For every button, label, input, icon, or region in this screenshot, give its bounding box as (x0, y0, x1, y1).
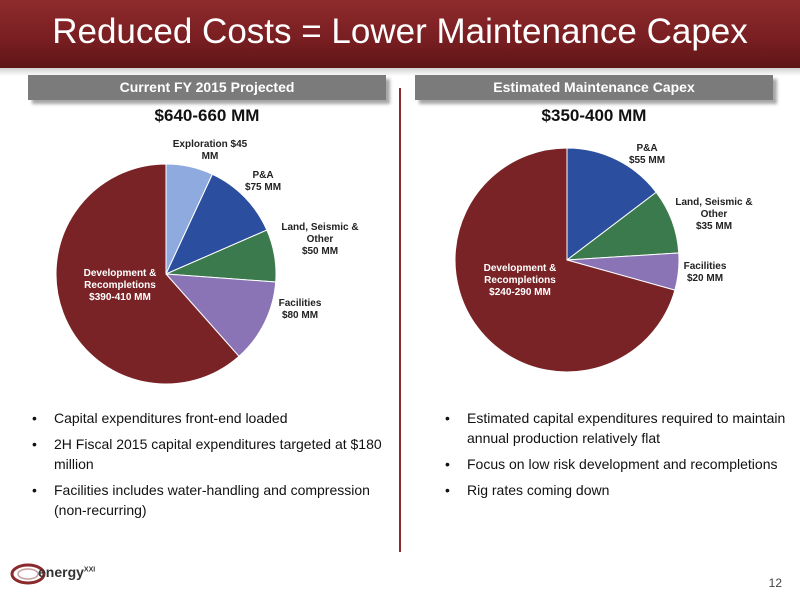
left-total-label: $640-660 MM (154, 106, 260, 125)
energy-xxi-logo: energyXXI (10, 558, 100, 588)
list-item: • Capital expenditures front-end loaded (32, 410, 288, 426)
left-label-pa: P&A $75 MM (244, 170, 282, 193)
left-pie-slice-development-recompletions (55, 163, 240, 385)
list-item: • 2H Fiscal 2015 capital expenditures tar… (32, 436, 382, 472)
left-label-exploration: Exploration $45 MM (172, 139, 248, 162)
panel-divider (399, 88, 401, 552)
right-label-facilities: Facilities $20 MM (683, 261, 727, 284)
left-label-land: Land, Seismic & Other $50 MM (281, 222, 359, 257)
left-label-facilities: Facilities $80 MM (278, 298, 322, 321)
right-label-land: Land, Seismic & Other $35 MM (675, 197, 753, 232)
list-item: • Estimated capital expenditures required… (445, 410, 786, 446)
list-item: • Focus on low risk development and recom… (445, 456, 778, 472)
right-panel-header: Estimated Maintenance Capex (415, 75, 773, 100)
slide-title: Reduced Costs = Lower Maintenance Capex (52, 12, 748, 51)
left-bullet-list: • Capital expenditures front-end loaded •… (30, 408, 390, 526)
logo-text: energyXXI (38, 564, 96, 580)
title-shadow (0, 68, 800, 76)
right-pie-slice-development-recompletions (454, 147, 676, 373)
list-item: • Rig rates coming down (445, 482, 610, 498)
left-pie-slice-p-a (164, 173, 268, 275)
page-number: 12 (768, 576, 782, 590)
right-pie-slice-p-a (566, 147, 657, 262)
right-total-label: $350-400 MM (541, 106, 647, 125)
right-bullet-list: • Estimated capital expenditures required… (443, 408, 788, 506)
left-pie-slice-facilities (164, 273, 277, 358)
list-item: • Facilities includes water-handling and … (32, 482, 370, 518)
title-bar (0, 0, 800, 68)
logo-swoosh-icon (10, 563, 46, 585)
right-label-development: Development & Recompletions $240-290 MM (483, 263, 557, 298)
left-panel-header: Current FY 2015 Projected (28, 75, 386, 100)
left-label-development: Development & Recompletions $390-410 MM (83, 268, 157, 303)
right-label-pa: P&A $55 MM (628, 143, 666, 166)
